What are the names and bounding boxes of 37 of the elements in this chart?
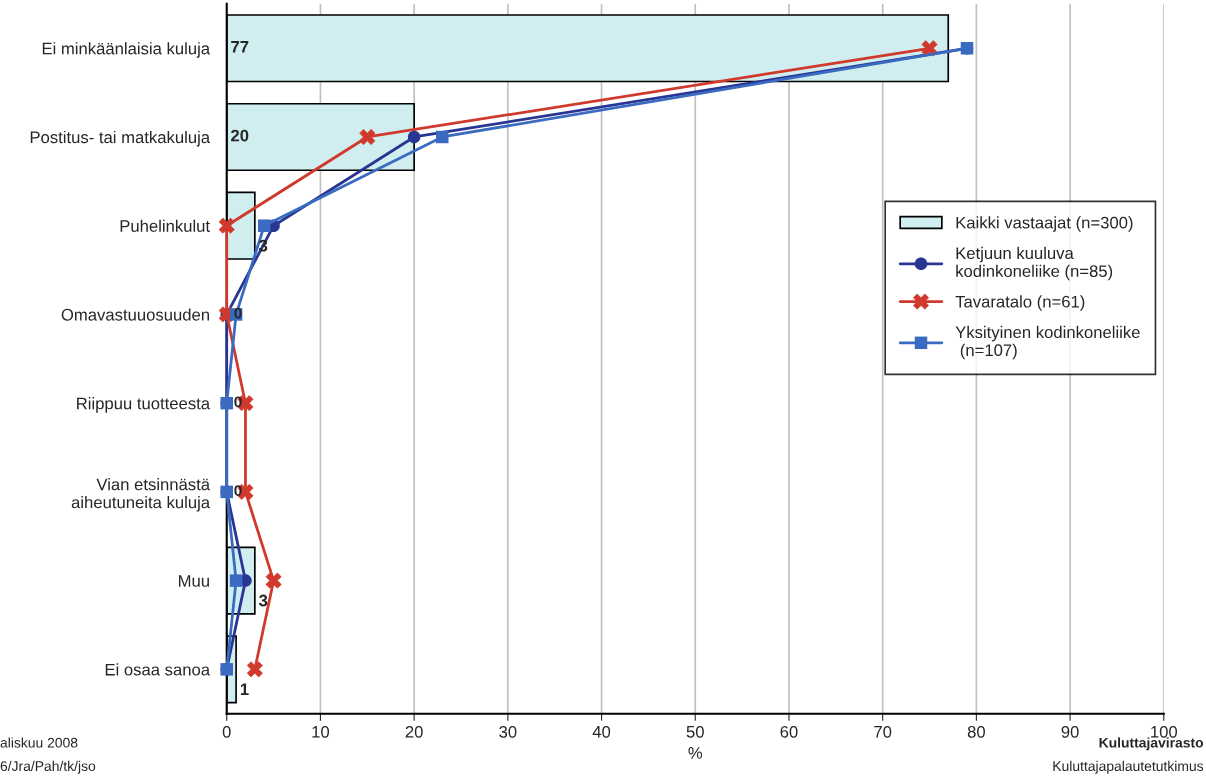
point: [229, 574, 243, 587]
y-tick-label: Ei osaa sanoa: [105, 663, 211, 676]
y-tick-label: Riippuu tuotteesta: [77, 397, 211, 413]
x-tick-label: 80: [967, 725, 985, 738]
text: 6/Jra/Pah/tk/jso: [0, 760, 96, 774]
y-tick-label: Ei minkäänlaisia kuluja: [42, 42, 211, 58]
legend-label: Tavaratalo (n=61): [955, 295, 1085, 311]
data-label: 1: [240, 683, 249, 695]
data-label: 77: [231, 41, 249, 53]
y-tick-label: Puhelinkulut: [120, 219, 210, 232]
legend-label: Yksityinen kodinkoneliike (n=107): [955, 325, 1140, 360]
y-tick-label: Vian etsinnästä aiheutuneita kuluja: [71, 478, 211, 512]
x-tick-label: 10: [312, 725, 330, 738]
y-tick-label: Muu: [179, 575, 209, 587]
legend-label: Ketjuun kuuluva kodinkoneliike (n=85): [956, 246, 1113, 281]
point: [436, 130, 449, 144]
x-axis-title: %: [688, 747, 703, 759]
x-tick-label: 90: [1061, 725, 1079, 738]
data-label: 20: [231, 129, 249, 142]
text: Kuluttajavirasto: [1099, 737, 1204, 751]
y-tick-label: Postitus- tai matkakuluja: [30, 130, 211, 147]
y-tick-label: Omavastuuosuuden: [61, 308, 209, 321]
x-tick-label: 70: [874, 725, 892, 738]
point: [407, 130, 421, 144]
text: aliskuu 2008: [0, 737, 78, 748]
x-tick-label: 20: [405, 725, 423, 738]
point: [257, 219, 271, 232]
x-tick-label: 60: [780, 725, 798, 738]
x-tick-label: 0: [222, 725, 231, 738]
x-tick-label: 30: [499, 725, 517, 738]
x-tick-label: 100: [1151, 725, 1178, 738]
legend-label: Kaikki vastaajat (n=300): [956, 216, 1133, 232]
text: Kuluttajapalautetutkimus: [1053, 760, 1204, 774]
data-label: 0: [234, 307, 242, 319]
x-tick-label: 50: [686, 725, 704, 738]
data-label: 3: [258, 594, 268, 607]
x-tick-label: 40: [592, 725, 611, 738]
